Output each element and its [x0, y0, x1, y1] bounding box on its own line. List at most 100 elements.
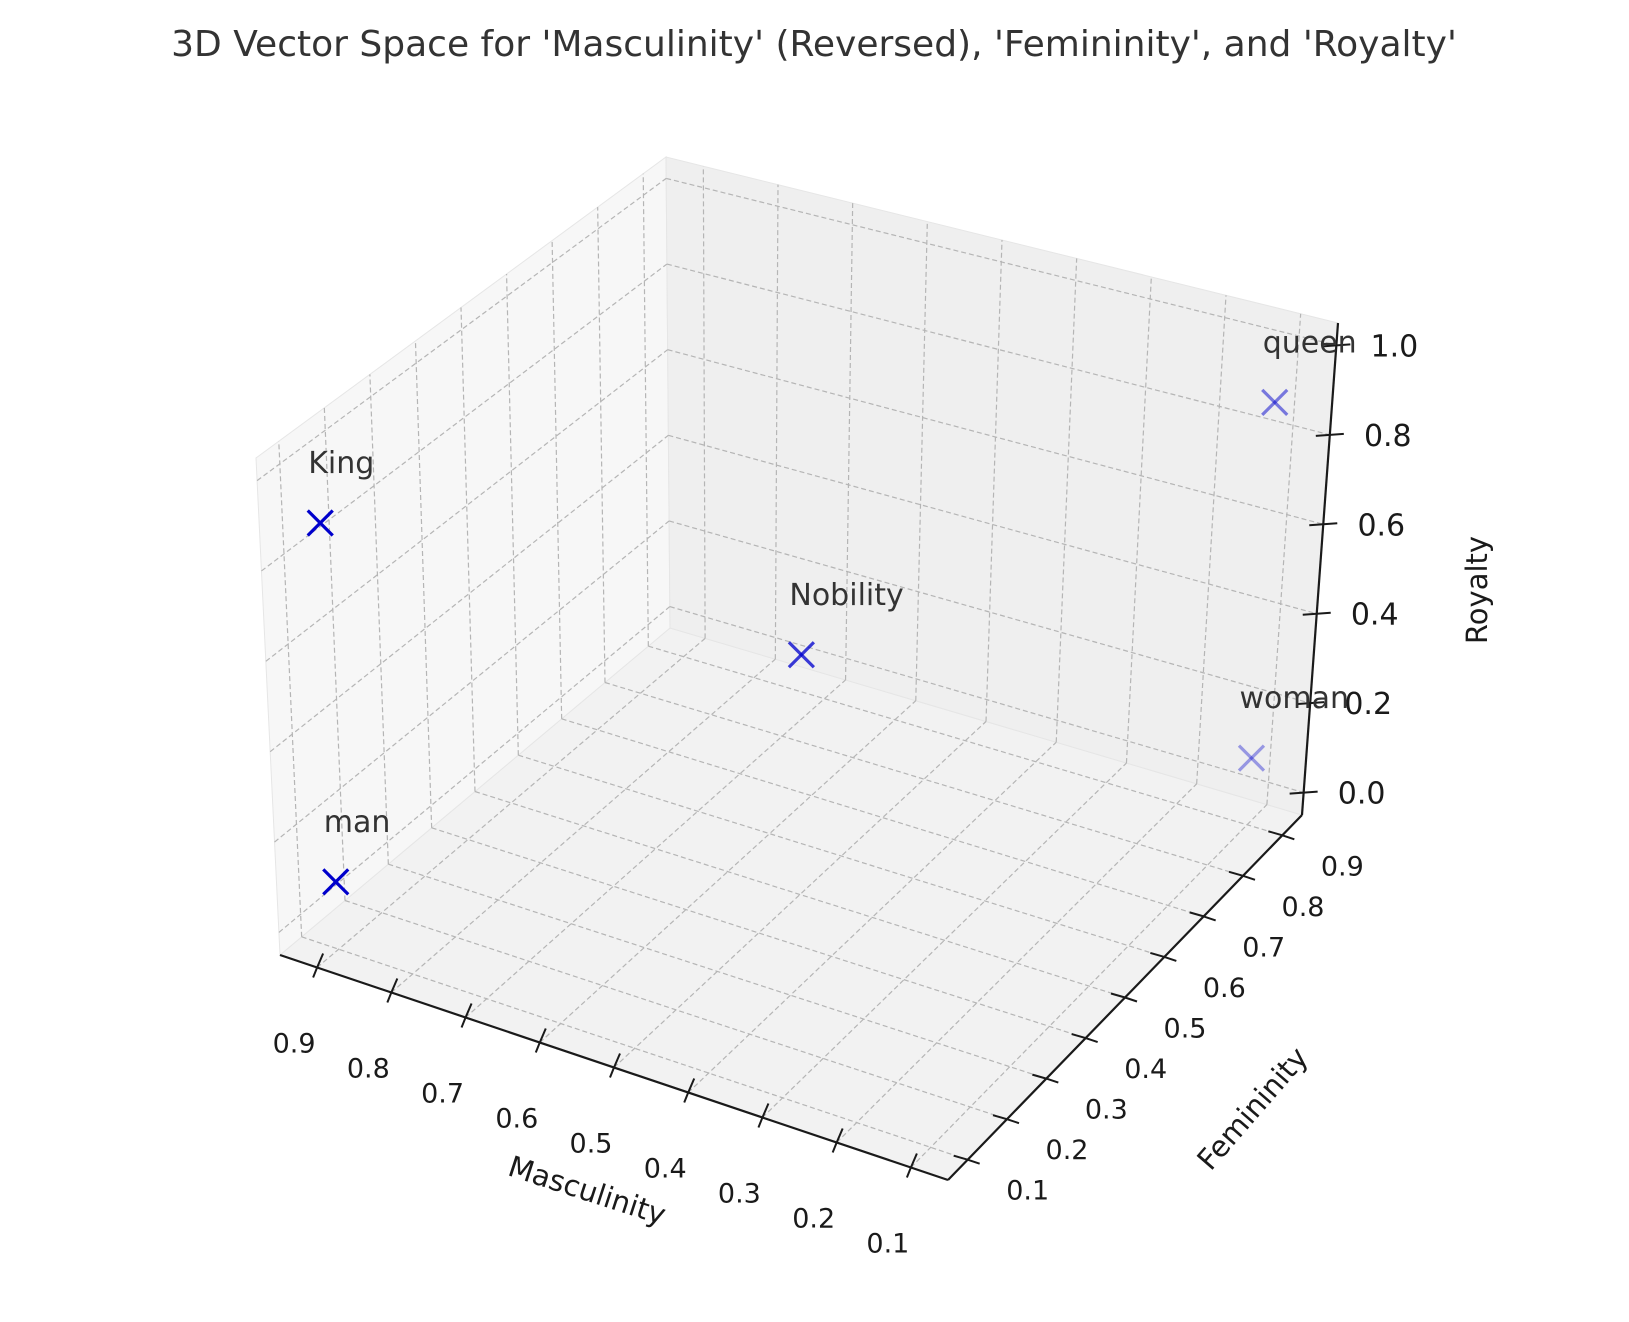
tick-mark	[1203, 915, 1216, 922]
grid-line-z	[256, 177, 667, 482]
grid-line-z	[278, 606, 671, 933]
grid-line-x	[316, 637, 706, 968]
point-label: queen	[1263, 325, 1357, 360]
y-tick-label: 0.4	[1124, 1054, 1167, 1085]
data-point: man	[322, 805, 391, 896]
x-tick-label: 0.8	[347, 1054, 390, 1085]
y-tick-label: 0.7	[1242, 932, 1285, 963]
x-marker	[1237, 744, 1266, 772]
data-point: woman	[1237, 681, 1350, 772]
tick-mark	[1164, 955, 1177, 962]
grid-line-y	[431, 827, 1086, 1039]
tick-mark	[1289, 791, 1304, 795]
z-tick-label: 0.2	[1344, 687, 1392, 722]
tick-mark	[967, 1158, 980, 1165]
data-point: Nobility	[787, 578, 904, 669]
tick-mark	[316, 953, 325, 968]
tick-mark	[390, 978, 399, 993]
x-tick-label: 0.2	[792, 1204, 835, 1235]
y-tick-label: 0.5	[1164, 1014, 1207, 1045]
tick-mark	[1242, 874, 1256, 881]
grid-line-y	[518, 754, 1165, 958]
grid-line-z	[668, 434, 1317, 615]
grid-lines	[256, 166, 1337, 1168]
tick-mark	[1315, 433, 1330, 437]
grid-line-x	[702, 166, 706, 639]
x-tick-label: 0.6	[495, 1104, 538, 1135]
grid-line-z	[666, 263, 1330, 436]
y-tick-label: 0.6	[1203, 973, 1246, 1004]
axis-panes	[255, 156, 1339, 1181]
grid-line-y	[323, 407, 346, 901]
z-tick-label: 0.8	[1364, 419, 1412, 454]
grid-line-y	[414, 340, 433, 828]
grid-line-z	[261, 263, 668, 572]
grid-line-y	[301, 936, 968, 1161]
tick-mark	[534, 1042, 541, 1053]
tick-mark	[1302, 612, 1317, 616]
grid-line-z	[668, 520, 1311, 704]
point-label: Nobility	[789, 578, 903, 613]
tick-mark	[1282, 834, 1295, 841]
grid-line-x	[762, 762, 1127, 1118]
tick-mark	[1071, 1033, 1086, 1040]
y-tick-label: 0.9	[1321, 851, 1364, 882]
grid-line-y	[604, 681, 1244, 877]
grid-line-z	[669, 606, 1304, 794]
x-marker	[306, 509, 334, 537]
tick-mark	[905, 1167, 912, 1178]
x-tick-label: 0.7	[421, 1079, 464, 1110]
y-tick-label: 0.8	[1282, 892, 1325, 923]
tick-mark	[1046, 1077, 1059, 1084]
tick-mark	[1228, 870, 1244, 877]
grid-line-x	[539, 700, 917, 1043]
grid-line-y	[460, 307, 476, 792]
z-axis-line	[1300, 322, 1340, 816]
z-tick-label: 1.0	[1371, 329, 1419, 364]
x-tick-label: 0.5	[570, 1129, 613, 1160]
y-tick-label: 0.3	[1085, 1095, 1128, 1126]
tick-mark	[1110, 992, 1126, 999]
data-point: queen	[1261, 325, 1357, 416]
z-tick-label: 0.4	[1351, 598, 1399, 633]
grid-line-y	[278, 441, 303, 937]
x-marker	[1237, 744, 1266, 772]
tick-mark	[1189, 911, 1204, 918]
tick-mark	[687, 1078, 696, 1093]
grid-line-y	[597, 207, 606, 683]
grid-line-z	[274, 520, 670, 843]
chart-title: 3D Vector Space for 'Masculinity' (Rever…	[171, 24, 1457, 65]
tick-mark	[1124, 996, 1138, 1003]
tick-labels: 0.9 0.8 0.7 0.6 0.5 0.4 0.3 0.2 0.1 0.1 0.2 0.3 0.4 0…	[273, 329, 1419, 1259]
tick-mark	[386, 992, 393, 1003]
x-tick-label: 0.1	[866, 1229, 909, 1260]
tick-mark	[464, 1003, 473, 1018]
tick-mark	[1150, 951, 1165, 958]
x-tick-label: 0.9	[273, 1029, 316, 1060]
grid-line-y	[642, 173, 649, 647]
grid-line-x	[774, 184, 779, 660]
tick-mark	[1322, 344, 1337, 348]
grid-line-y	[505, 274, 519, 756]
y-tick-label: 0.2	[1046, 1135, 1089, 1166]
point-label: man	[324, 805, 391, 840]
grid-line-z	[265, 349, 669, 662]
grid-line-z	[667, 349, 1324, 525]
grid-line-z	[269, 434, 669, 753]
x-marker	[787, 641, 816, 669]
tick-mark	[460, 1017, 467, 1028]
data-point: King	[306, 446, 374, 537]
grid-line-x	[1055, 258, 1078, 743]
grid-line-y	[369, 374, 389, 865]
tick-mark	[761, 1103, 770, 1118]
point-label: woman	[1240, 681, 1350, 716]
tick-mark	[609, 1067, 615, 1078]
grid-line-x	[1125, 276, 1152, 764]
tick-mark	[831, 1142, 838, 1153]
tick-mark	[1329, 432, 1344, 436]
tick-mark	[1316, 611, 1331, 615]
tick-mark	[1006, 1118, 1020, 1125]
y-axis-label: Femininity	[1190, 1040, 1314, 1176]
tick-mark	[992, 1114, 1008, 1121]
grid-line-x	[1196, 295, 1227, 784]
